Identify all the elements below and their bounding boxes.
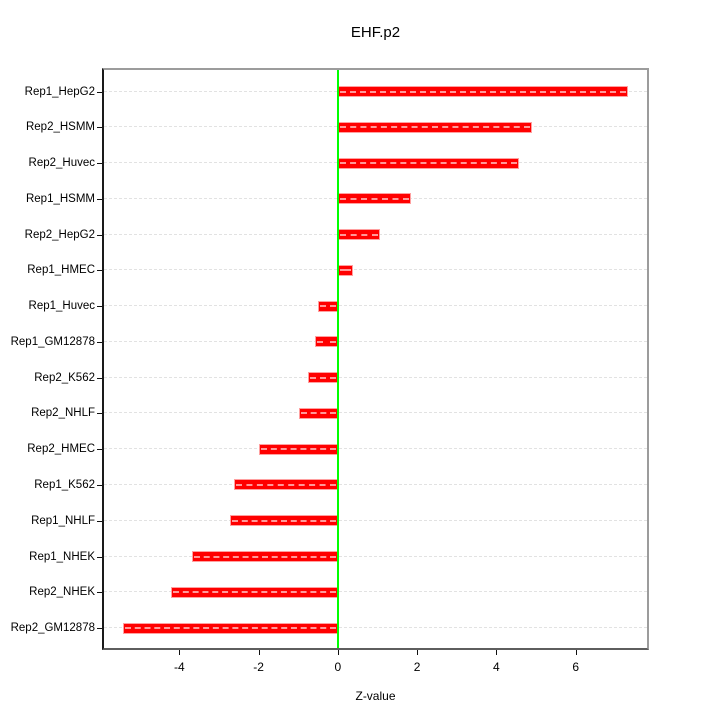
bar-Rep1_HepG2 [337,86,628,97]
x-tick-label-0: 0 [334,660,342,674]
bar-Rep1_GM12878 [315,336,338,348]
bar-dash-overlay [309,376,336,379]
bar-Rep2_K562 [307,372,338,384]
y-tick-Rep1_GM12878 [97,341,104,343]
gridline-Rep2_K562 [104,376,647,378]
y-tick-Rep1_Huvec [97,306,104,308]
y-label-Rep2_Huvec: Rep2_Huvec [28,157,95,170]
gridline-Rep2_HMEC [104,448,647,450]
gridline-Rep1_K562 [104,483,647,485]
y-label-Rep2_NHLF: Rep2_NHLF [31,407,95,420]
y-label-Rep1_HMEC: Rep1_HMEC [27,264,95,277]
bar-Rep1_HMEC [337,264,353,276]
x-tick-label-2: 2 [413,660,421,674]
x-tick-4 [496,650,498,655]
y-tick-Rep1_HMEC [97,270,104,272]
bar-dash-overlay [339,233,379,236]
y-tick-Rep2_HMEC [97,449,104,451]
y-tick-Rep1_K562 [97,484,104,486]
y-tick-Rep2_NHLF [97,413,104,415]
bar-Rep2_NHEK [170,586,338,598]
y-tick-Rep2_HSMM [97,127,104,129]
x-tick-2 [417,650,419,655]
y-label-Rep1_HSMM: Rep1_HSMM [25,192,95,205]
bar-dash-overlay [172,591,336,594]
x-tick-label-6: 6 [572,660,579,674]
bar-Rep1_NHEK [191,551,338,562]
bar-dash-overlay [339,90,626,93]
bar-Rep2_HMEC [259,443,338,455]
x-axis-title: Z-value [355,689,396,703]
y-tick-Rep1_HSMM [97,198,104,200]
y-tick-Rep2_K562 [97,377,104,379]
y-label-Rep1_HepG2: Rep1_HepG2 [24,85,95,98]
bar-Rep1_NHLF [230,515,338,527]
bar-dash-overlay [339,126,530,129]
x-tick-6 [575,650,577,655]
y-label-Rep1_Huvec: Rep1_Huvec [28,300,95,313]
y-label-Rep2_GM12878: Rep2_GM12878 [10,622,95,635]
gridline-Rep1_GM12878 [104,340,647,342]
gridline-Rep2_GM12878 [104,627,647,629]
bar-Rep2_Huvec [337,157,519,169]
bar-dash-overlay [339,197,410,200]
x-tick--2 [258,650,260,655]
y-label-Rep2_NHEK: Rep2_NHEK [29,586,95,599]
y-tick-Rep1_HepG2 [97,91,104,93]
bar-Rep1_HSMM [337,193,412,205]
x-tick-label--2: -2 [253,660,264,674]
plot-area: Rep1_HepG2 Rep2_HSMM Rep2_Huvec Rep1_HSMM Re… [11,68,649,674]
y-label-Rep2_HepG2: Rep2_HepG2 [24,228,95,241]
y-label-Rep2_HMEC: Rep2_HMEC [27,443,95,456]
bar-dash-overlay [261,448,336,451]
bar-dash-overlay [232,519,336,522]
bar-dash-overlay [125,627,336,630]
gridline-Rep1_NHEK [104,555,647,557]
bar-Rep1_K562 [234,479,338,491]
bar-dash-overlay [339,162,517,165]
y-tick-Rep2_NHEK [97,592,104,594]
bar-Rep2_NHLF [298,407,338,419]
y-label-Rep2_K562: Rep2_K562 [34,371,95,384]
y-label-Rep1_K562: Rep1_K562 [34,478,95,491]
y-tick-Rep2_HepG2 [97,234,104,236]
bar-dash-overlay [236,483,336,486]
chart-title: EHF.p2 [350,24,401,41]
y-tick-Rep1_NHEK [97,556,104,558]
y-label-Rep2_HSMM: Rep2_HSMM [25,121,95,134]
gridline-Rep2_NHEK [104,591,647,593]
y-tick-Rep2_Huvec [97,163,104,165]
bar-dash-overlay [339,269,351,272]
bar-dash-overlay [319,305,336,308]
bar-dash-overlay [300,412,336,415]
bar-dash-overlay [193,555,336,558]
y-tick-Rep1_NHLF [97,520,104,522]
bar-Rep2_HSMM [337,121,532,133]
bar-Rep2_GM12878 [123,622,338,634]
x-tick-0 [337,650,339,655]
gridline-Rep1_HMEC [104,269,647,271]
y-label-Rep1_GM12878: Rep1_GM12878 [10,335,95,348]
bar-Rep1_Huvec [317,300,338,312]
bar-dash-overlay [317,340,336,343]
gridline-Rep2_NHLF [104,412,647,414]
gridline-Rep1_NHLF [104,519,647,521]
y-tick-Rep2_GM12878 [97,628,104,630]
y-label-Rep1_NHLF: Rep1_NHLF [31,514,95,527]
bar-Rep2_HepG2 [337,229,381,241]
y-label-Rep1_NHEK: Rep1_NHEK [29,550,95,563]
x-tick--4 [179,650,181,655]
gridline-Rep1_Huvec [104,305,647,307]
x-tick-label-4: 4 [493,660,500,674]
x-tick-label--4: -4 [173,660,185,674]
plot-border-box [102,68,649,650]
zero-reference-line [336,70,339,648]
